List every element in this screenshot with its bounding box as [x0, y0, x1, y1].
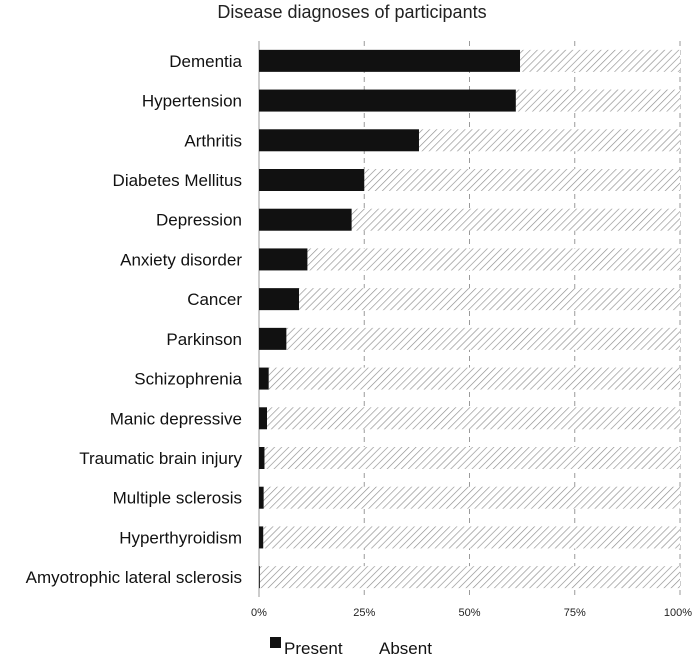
category-label: Parkinson [166, 330, 242, 349]
legend-swatch-present [270, 637, 281, 648]
category-label: Amyotrophic lateral sclerosis [26, 568, 242, 587]
x-axis-ticks: 0% 25% 50% 75% 100% [251, 607, 692, 619]
bar-absent-hypertension [515, 89, 680, 112]
bar-present-schizophrenia [259, 367, 269, 390]
bar-present-anxiety-disorder [259, 248, 308, 271]
bar-present-arthritis [259, 129, 419, 152]
category-label: Manic depressive [110, 409, 242, 428]
legend: Present Absent [270, 637, 432, 658]
bar-absent-diabetes-mellitus [364, 169, 680, 191]
bar-absent-dementia [520, 49, 680, 72]
bar-absent-anxiety-disorder [307, 248, 680, 271]
bar-absent-multiple-sclerosis [263, 486, 680, 509]
legend-label-present: Present [284, 639, 343, 658]
bar-present-dementia [259, 49, 521, 72]
category-label: Hypertension [142, 92, 242, 111]
bar-absent-cancer [298, 288, 680, 311]
x-tick-label: 50% [458, 607, 480, 619]
bar-present-depression [259, 208, 352, 231]
category-label: Anxiety disorder [120, 250, 242, 269]
bar-absent-hyperthyroidism [263, 526, 680, 549]
legend-label-absent: Absent [379, 639, 432, 658]
category-label: Cancer [187, 290, 242, 309]
bar-present-diabetes-mellitus [259, 169, 365, 191]
bar-present-traumatic-brain-injury [259, 447, 265, 469]
bar-present-multiple-sclerosis [259, 486, 264, 509]
x-tick-label: 100% [664, 607, 692, 619]
category-label: Arthritis [184, 131, 242, 150]
bar-absent-arthritis [418, 129, 680, 152]
category-label: Dementia [169, 52, 242, 71]
x-tick-label: 25% [353, 607, 375, 619]
bar-absent-traumatic-brain-injury [264, 447, 680, 469]
bar-absent-amyotrophic-lateral-sclerosis [259, 566, 680, 589]
category-label: Traumatic brain injury [79, 449, 242, 468]
bar-present-parkinson [259, 327, 287, 350]
bar-present-cancer [259, 288, 299, 311]
bar-absent-manic-depressive [266, 407, 680, 430]
bar-present-manic-depressive [259, 407, 267, 430]
bar-absent-depression [351, 208, 680, 231]
gridlines [258, 41, 681, 597]
bar-present-amyotrophic-lateral-sclerosis [259, 566, 260, 589]
bar-series [259, 49, 680, 589]
bar-present-hypertension [259, 89, 516, 112]
bar-absent-schizophrenia [268, 367, 680, 390]
x-tick-label: 0% [251, 607, 267, 619]
category-label: Diabetes Mellitus [113, 171, 242, 190]
x-tick-label: 75% [564, 607, 586, 619]
category-label: Depression [156, 211, 242, 230]
bar-absent-parkinson [286, 327, 680, 350]
bar-present-hyperthyroidism [259, 526, 264, 549]
category-label: Multiple sclerosis [113, 489, 242, 508]
chart-title: Disease diagnoses of participants [217, 2, 486, 22]
category-label: Hyperthyroidism [119, 528, 242, 547]
category-labels: Dementia Hypertension Arthritis Diabetes Me… [26, 52, 243, 587]
category-label: Schizophrenia [134, 370, 242, 389]
